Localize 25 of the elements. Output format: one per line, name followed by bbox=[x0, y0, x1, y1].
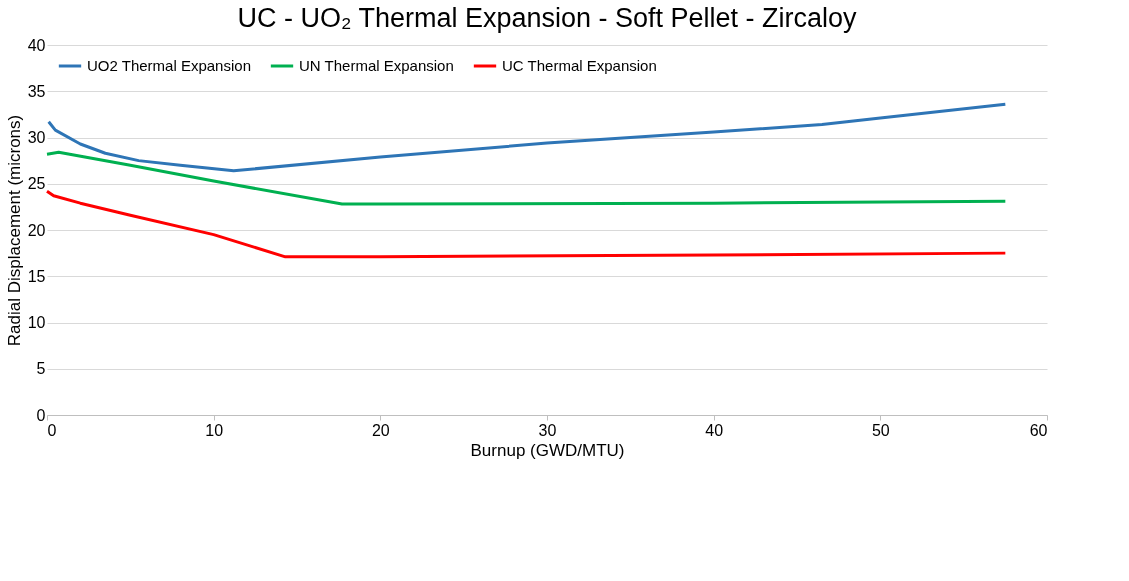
x-tick-label: 10 bbox=[205, 421, 224, 439]
y-tick-label: 10 bbox=[27, 314, 46, 331]
legend-label: UN Thermal Expansion bbox=[299, 57, 454, 74]
x-tick-label: 30 bbox=[538, 421, 557, 439]
y-tick-label: 40 bbox=[27, 36, 46, 54]
y-tick-label: 15 bbox=[27, 267, 46, 285]
x-tick-label: 50 bbox=[871, 421, 890, 439]
x-tick-label: 60 bbox=[1029, 421, 1048, 439]
chart-title: UC - UO₂ Thermal Expansion - Soft Pellet - Zircaloy bbox=[237, 3, 858, 33]
y-axis-title: Radial Displacement (microns) bbox=[4, 114, 24, 347]
y-tick-label: 5 bbox=[36, 360, 46, 378]
x-tick-label: 0 bbox=[47, 421, 57, 439]
line-series bbox=[45, 150, 1007, 206]
y-tick-label: 25 bbox=[27, 175, 46, 193]
y-tick-label: 0 bbox=[36, 406, 46, 424]
line-series bbox=[47, 102, 1007, 173]
legend-label: UC Thermal Expansion bbox=[502, 57, 657, 74]
legend-label: UO2 Thermal Expansion bbox=[87, 57, 251, 74]
y-tick-label: 20 bbox=[27, 221, 46, 239]
x-tick-label: 20 bbox=[371, 421, 390, 439]
line-series bbox=[45, 189, 1007, 259]
y-tick-label: 30 bbox=[27, 129, 46, 146]
x-axis-title: Burnup (GWD/MTU) bbox=[470, 440, 625, 460]
y-tick-label: 35 bbox=[27, 82, 46, 100]
x-tick-label: 40 bbox=[705, 421, 724, 439]
